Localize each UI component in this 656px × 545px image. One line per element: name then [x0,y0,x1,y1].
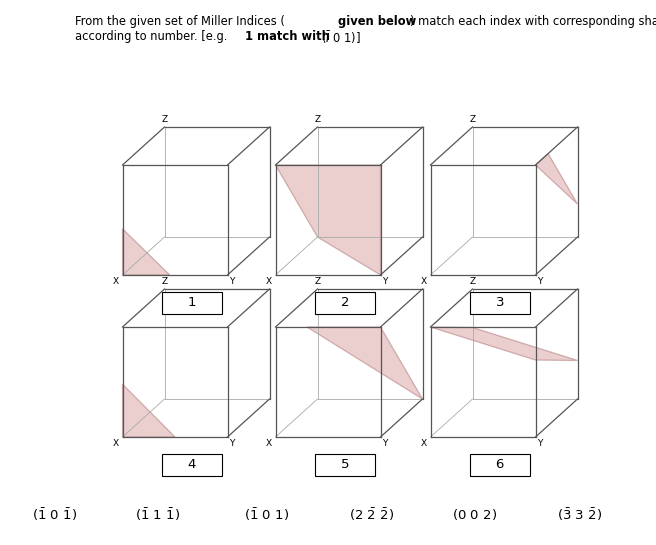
Text: Z: Z [161,277,167,286]
Polygon shape [430,327,577,360]
Text: 2: 2 [340,296,349,310]
Text: $(\bar{1}\ 0\ \bar{1})$: $(\bar{1}\ 0\ \bar{1})$ [32,507,77,523]
Text: $(0\ 0\ 2)$: $(0\ 0\ 2)$ [453,507,497,523]
Text: Y: Y [230,439,235,448]
Text: Z: Z [314,115,321,124]
Text: X: X [420,277,426,286]
Text: From the given set of Miller Indices (: From the given set of Miller Indices ( [75,15,285,28]
Text: 3: 3 [495,296,504,310]
FancyBboxPatch shape [470,292,530,314]
FancyBboxPatch shape [315,292,375,314]
Text: 1 match with: 1 match with [245,30,330,43]
Text: Y: Y [230,277,235,286]
FancyBboxPatch shape [162,454,222,476]
Polygon shape [307,327,422,399]
Text: X: X [420,439,426,448]
Text: 1: 1 [188,296,196,310]
Text: X: X [112,439,119,448]
Text: 4: 4 [188,458,196,471]
FancyBboxPatch shape [470,454,530,476]
Text: $(\bar{I}\ 0\ 1)$]: $(\bar{I}\ 0\ 1)$] [321,30,361,46]
Polygon shape [276,165,380,275]
Text: Z: Z [470,277,476,286]
Text: Y: Y [537,277,543,286]
Text: $(\bar{1}\ 1\ \bar{1})$: $(\bar{1}\ 1\ \bar{1})$ [136,507,180,523]
Text: X: X [266,439,272,448]
Text: given below: given below [338,15,417,28]
Text: Y: Y [537,439,543,448]
Polygon shape [123,229,170,275]
Text: 6: 6 [496,458,504,471]
Text: Y: Y [382,439,388,448]
Polygon shape [535,154,577,204]
Text: according to number. [e.g.: according to number. [e.g. [75,30,231,43]
Text: ) match each index with corresponding shaded planes: ) match each index with corresponding sh… [410,15,656,28]
Text: Z: Z [470,115,476,124]
Text: X: X [112,277,119,286]
FancyBboxPatch shape [315,454,375,476]
Text: $(\bar{1}\ 0\ 1)$: $(\bar{1}\ 0\ 1)$ [245,507,289,523]
FancyBboxPatch shape [162,292,222,314]
Text: Z: Z [161,115,167,124]
Text: $(2\ \bar{2}\ \bar{2})$: $(2\ \bar{2}\ \bar{2})$ [350,507,394,523]
Polygon shape [123,384,175,437]
Text: 5: 5 [340,458,349,471]
Text: $(\bar{3}\ 3\ \bar{2})$: $(\bar{3}\ 3\ \bar{2})$ [558,507,602,523]
Text: X: X [266,277,272,286]
Text: Z: Z [314,277,321,286]
Text: Y: Y [382,277,388,286]
